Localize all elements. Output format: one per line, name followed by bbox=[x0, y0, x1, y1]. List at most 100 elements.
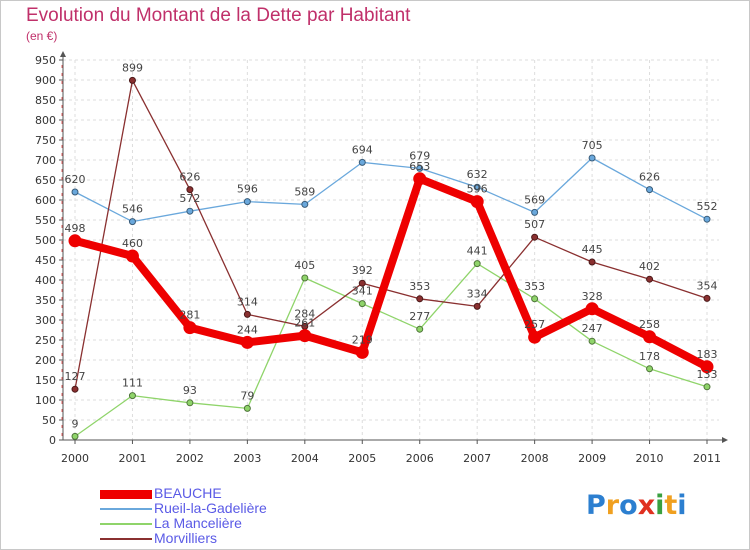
data-point bbox=[183, 321, 197, 335]
data-label: 334 bbox=[467, 287, 488, 300]
data-point bbox=[531, 208, 539, 216]
x-tick-label: 2008 bbox=[521, 452, 549, 465]
data-point bbox=[243, 198, 251, 206]
x-tick-label: 2003 bbox=[233, 452, 261, 465]
data-label: 441 bbox=[467, 245, 488, 258]
data-point bbox=[243, 404, 251, 412]
legend-swatch bbox=[100, 489, 152, 499]
data-point bbox=[125, 249, 139, 263]
data-label: 9 bbox=[72, 417, 79, 430]
data-label: 93 bbox=[183, 384, 197, 397]
data-label: 183 bbox=[697, 348, 718, 361]
data-label: 899 bbox=[122, 61, 143, 74]
data-point bbox=[703, 215, 711, 223]
legend-label: Morvilliers bbox=[154, 530, 217, 546]
data-label: 705 bbox=[582, 139, 603, 152]
legend-item: Rueil-la-Gadelière bbox=[100, 500, 400, 517]
data-label: 445 bbox=[582, 243, 603, 256]
plot-area bbox=[63, 60, 719, 440]
data-label: 284 bbox=[294, 307, 315, 320]
data-label: 694 bbox=[352, 143, 373, 156]
data-label: 261 bbox=[294, 317, 315, 330]
data-point bbox=[413, 172, 427, 186]
data-label: 258 bbox=[639, 318, 660, 331]
y-axis-arrow bbox=[60, 51, 66, 57]
data-label: 596 bbox=[237, 183, 258, 196]
y-tick-label: 650 bbox=[35, 174, 56, 187]
data-label: 589 bbox=[294, 185, 315, 198]
data-label: 111 bbox=[122, 377, 143, 390]
data-point bbox=[646, 365, 654, 373]
data-point bbox=[703, 294, 711, 302]
x-tick-label: 2010 bbox=[636, 452, 664, 465]
y-tick-label: 150 bbox=[35, 374, 56, 387]
legend-label: BEAUCHE bbox=[154, 485, 222, 501]
y-tick-label: 50 bbox=[42, 414, 56, 427]
data-point bbox=[301, 274, 309, 282]
legend-swatch bbox=[100, 508, 152, 510]
x-tick-label: 2011 bbox=[693, 452, 721, 465]
series-line-beauche bbox=[71, 174, 711, 371]
data-label: 127 bbox=[65, 370, 86, 383]
y-tick-label: 700 bbox=[35, 154, 56, 167]
data-point bbox=[68, 234, 82, 248]
data-point bbox=[128, 218, 136, 226]
data-label: 552 bbox=[697, 200, 718, 213]
x-tick-label: 2004 bbox=[291, 452, 319, 465]
data-point bbox=[186, 399, 194, 407]
data-label: 219 bbox=[352, 333, 373, 346]
data-label: 277 bbox=[409, 310, 430, 323]
data-point bbox=[703, 383, 711, 391]
legend-item: La Mancelière bbox=[100, 515, 400, 532]
logo-letter: i bbox=[677, 490, 687, 521]
logo-letter: r bbox=[605, 490, 620, 521]
logo-letter: x bbox=[637, 490, 656, 521]
data-label: 247 bbox=[582, 322, 603, 335]
proxiti-logo: Proxiti bbox=[586, 490, 687, 521]
y-tick-label: 750 bbox=[35, 134, 56, 147]
data-label: 596 bbox=[467, 183, 488, 196]
x-tick-label: 2007 bbox=[463, 452, 491, 465]
logo-letter: o bbox=[619, 490, 638, 521]
data-point bbox=[646, 186, 654, 194]
data-point bbox=[71, 188, 79, 196]
data-label: 653 bbox=[409, 160, 430, 173]
data-point bbox=[301, 200, 309, 208]
y-tick-label: 250 bbox=[35, 334, 56, 347]
data-label: 392 bbox=[352, 264, 373, 277]
data-label: 257 bbox=[524, 318, 545, 331]
data-point bbox=[416, 164, 424, 172]
data-label: 314 bbox=[237, 295, 258, 308]
x-tick-label: 2001 bbox=[118, 452, 146, 465]
logo-letter: i bbox=[655, 490, 665, 521]
y-tick-label: 550 bbox=[35, 214, 56, 227]
data-point bbox=[588, 337, 596, 345]
y-tick-label: 600 bbox=[35, 194, 56, 207]
x-tick-label: 2006 bbox=[406, 452, 434, 465]
data-label: 626 bbox=[639, 171, 660, 184]
legend-swatch bbox=[100, 523, 152, 525]
data-point bbox=[473, 302, 481, 310]
series-line-morvilliers bbox=[74, 79, 708, 390]
data-point bbox=[128, 392, 136, 400]
data-point bbox=[585, 302, 599, 316]
x-tick-label: 2009 bbox=[578, 452, 606, 465]
x-tick-label: 2002 bbox=[176, 452, 204, 465]
x-tick-label: 2005 bbox=[348, 452, 376, 465]
data-label: 572 bbox=[179, 192, 200, 205]
data-label: 405 bbox=[294, 259, 315, 272]
data-label: 178 bbox=[639, 350, 660, 363]
legend-swatch bbox=[100, 538, 152, 540]
y-tick-label: 400 bbox=[35, 274, 56, 287]
data-label: 341 bbox=[352, 285, 373, 298]
data-label: 632 bbox=[467, 168, 488, 181]
data-label: 460 bbox=[122, 237, 143, 250]
data-label: 507 bbox=[524, 218, 545, 231]
chart-title: Evolution du Montant de la Dette par Hab… bbox=[26, 5, 411, 26]
data-label: 620 bbox=[65, 173, 86, 186]
data-label: 244 bbox=[237, 323, 258, 336]
data-label: 281 bbox=[179, 309, 200, 322]
y-tick-label: 450 bbox=[35, 254, 56, 267]
data-point bbox=[588, 154, 596, 162]
legend-item: BEAUCHE bbox=[100, 485, 400, 502]
